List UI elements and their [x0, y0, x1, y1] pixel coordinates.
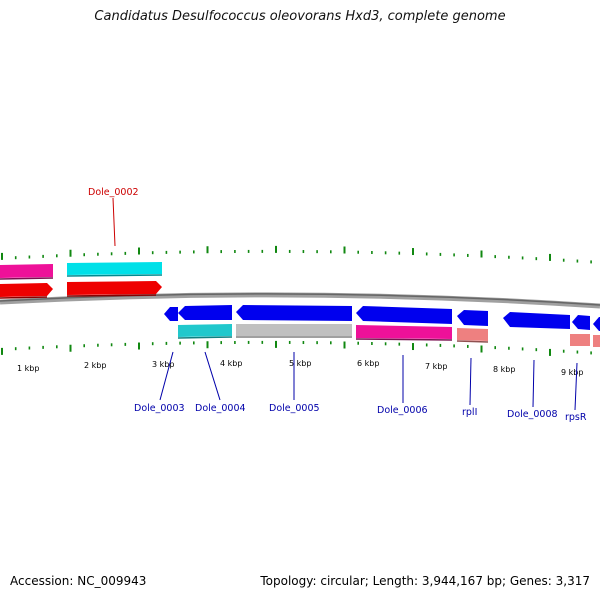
gene-label: Dole_0005	[269, 403, 320, 414]
scale-label: 9 kbp	[561, 368, 583, 377]
accession-text: Accession: NC_009943	[10, 574, 147, 588]
gene-label: Dole_0006	[377, 405, 428, 416]
gene-label: rplI	[462, 407, 477, 418]
cds-reverse-8	[593, 317, 600, 331]
scale-label: 2 kbp	[84, 361, 106, 370]
genome-title: Candidatus Desulfococcus oleovorans Hxd3…	[94, 9, 506, 24]
reverse-strand	[164, 305, 600, 347]
scale-label: 3 kbp	[152, 360, 174, 369]
cds-reverse-7	[572, 315, 590, 330]
scale-label: 1 kbp	[17, 364, 39, 373]
scale-label: 7 kbp	[425, 362, 447, 371]
scale-label: 8 kbp	[493, 365, 515, 374]
gene-label: Dole_0002	[88, 187, 139, 198]
feature-bar-cyan-1	[67, 262, 162, 275]
feature-bar-magenta-2	[356, 325, 452, 339]
gene-label: Dole_0008	[507, 409, 558, 420]
cds-reverse-6	[503, 312, 570, 329]
cds-reverse-1	[164, 307, 178, 321]
feature-bar-magenta-1	[0, 264, 53, 278]
forward-strand	[0, 262, 163, 299]
ticks-bottom	[1, 340, 592, 356]
feature-bar-salmon-1	[457, 328, 488, 341]
cds-forward-2	[67, 281, 162, 295]
gene-label: Dole_0003	[134, 403, 185, 414]
genome-summary-text: Topology: circular; Length: 3,944,167 bp…	[260, 574, 590, 588]
scale-label: 6 kbp	[357, 359, 379, 368]
scale-label: 4 kbp	[220, 359, 242, 368]
gene-label: Dole_0004	[195, 403, 246, 414]
cds-reverse-3	[236, 305, 352, 321]
gene-labels: Dole_0002 Dole_0003 Dole_0004 Dole_0005 …	[88, 187, 587, 423]
feature-bar-gray	[236, 324, 352, 336]
cds-reverse-2	[178, 305, 232, 320]
gene-label: rpsR	[565, 412, 587, 423]
feature-bar-salmon-2	[570, 334, 590, 346]
scale-labels: 1 kbp 2 kbp 3 kbp 4 kbp 5 kbp 6 kbp 7 kb…	[17, 359, 583, 377]
cds-forward-1	[0, 283, 53, 297]
leader-lines	[112, 197, 578, 411]
cds-reverse-4	[356, 306, 452, 324]
feature-bar-salmon-3	[593, 335, 600, 347]
scale-label: 5 kbp	[289, 359, 311, 368]
ticks-top	[1, 245, 592, 264]
cds-reverse-5	[457, 310, 488, 326]
feature-bar-cyan-2	[178, 324, 232, 337]
backbone	[0, 292, 600, 309]
